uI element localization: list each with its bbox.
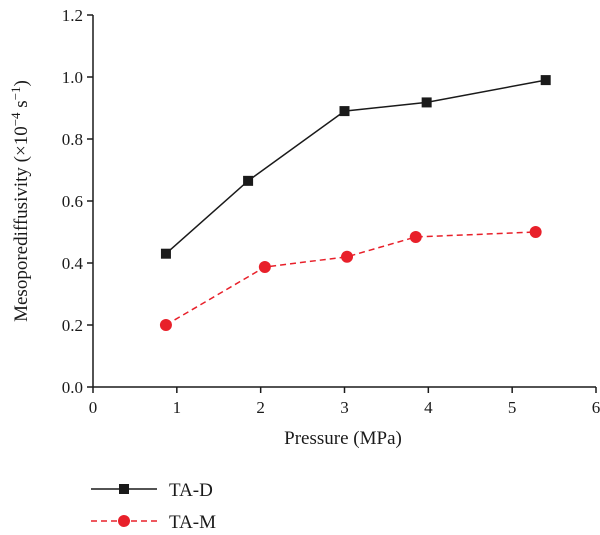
x-tick-label: 4 <box>424 398 433 417</box>
y-tick-label: 0.0 <box>62 378 83 397</box>
data-point-ta-m <box>409 230 422 243</box>
x-tick-label: 5 <box>508 398 517 417</box>
series-line-ta-d <box>165 79 546 255</box>
series-layer <box>159 75 551 331</box>
data-point-ta-d <box>339 106 350 117</box>
series-ta-d <box>160 75 551 259</box>
y-tick-label: 1.0 <box>62 68 83 87</box>
legend-item-ta-d: TA-D <box>91 480 213 501</box>
data-point-ta-m <box>341 250 354 263</box>
y-tick-label: 1.2 <box>62 6 83 25</box>
x-tick-label: 2 <box>256 398 265 417</box>
y-tick-label: 0.4 <box>62 254 84 273</box>
y-axis-label-end: ) <box>11 80 32 86</box>
y-axis-label-exp1: −4 <box>8 112 23 126</box>
legend-label-ta-m: TA-M <box>169 512 216 533</box>
y-axis-label-mid: s <box>11 100 32 112</box>
y-axis-label: Mesoporediffusivity (×10−4 s−1) <box>8 80 33 322</box>
legend: TA-D TA-M <box>91 480 216 533</box>
x-axis-label: Pressure (MPa) <box>284 428 402 449</box>
legend-marker-ta-d <box>119 484 129 494</box>
data-point-ta-m <box>258 261 271 274</box>
data-point-ta-d <box>160 248 171 259</box>
y-tick-label: 0.2 <box>62 316 83 335</box>
axes: 0 1 2 3 4 5 6 0.0 0.2 0.4 0.6 0.8 1.0 1.2 <box>62 6 600 417</box>
series-line-ta-m <box>165 231 536 326</box>
data-point-ta-d <box>421 97 432 108</box>
data-point-ta-d <box>243 175 254 186</box>
data-point-ta-d <box>540 75 551 86</box>
x-tick-label: 3 <box>340 398 349 417</box>
y-tick-label: 0.8 <box>62 130 83 149</box>
y-axis-label-base: Mesoporediffusivity (×10 <box>11 126 32 322</box>
legend-item-ta-m: TA-M <box>91 512 216 533</box>
series-ta-m <box>159 226 542 331</box>
x-tick-label: 1 <box>173 398 182 417</box>
data-point-ta-m <box>159 319 172 331</box>
y-tick-label: 0.6 <box>62 192 83 211</box>
data-point-ta-m <box>529 226 542 238</box>
legend-label-ta-d: TA-D <box>169 480 213 501</box>
x-tick-label: 6 <box>592 398 600 417</box>
y-axis-label-exp2: −1 <box>8 86 23 100</box>
legend-marker-ta-m <box>118 515 130 527</box>
x-tick-label: 0 <box>89 398 98 417</box>
